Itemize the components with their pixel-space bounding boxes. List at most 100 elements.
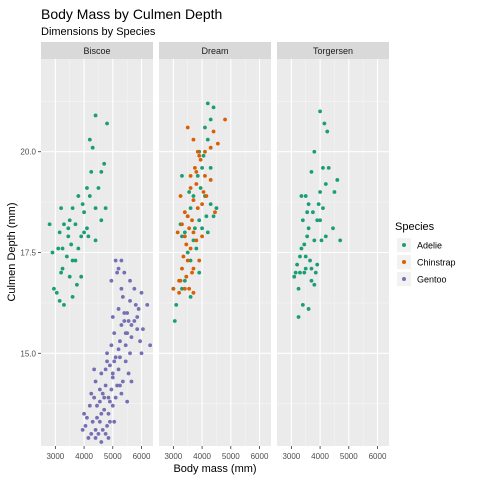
data-point-adelie <box>75 282 79 287</box>
data-point-adelie <box>305 210 310 215</box>
data-point-gentoo <box>112 359 117 364</box>
data-point-gentoo <box>119 323 124 327</box>
legend-key-gentoo <box>402 277 406 281</box>
data-point-gentoo <box>103 383 108 388</box>
data-point-chinstrap <box>197 258 202 263</box>
data-point-adelie <box>66 226 71 231</box>
data-point-adelie <box>102 161 107 166</box>
data-point-adelie <box>93 206 98 211</box>
legend-key-adelie <box>402 243 406 247</box>
data-point-gentoo <box>105 423 109 428</box>
data-point-adelie <box>201 153 206 158</box>
data-point-chinstrap <box>182 234 187 239</box>
data-point-adelie <box>300 303 305 307</box>
data-point-adelie <box>208 165 213 170</box>
data-point-adelie <box>338 238 343 243</box>
data-point-gentoo <box>108 419 112 424</box>
data-point-chinstrap <box>191 198 196 202</box>
legend-label-gentoo: Gentoo <box>417 275 447 285</box>
data-point-chinstrap <box>185 214 190 219</box>
data-point-adelie <box>303 254 308 259</box>
data-point-gentoo <box>106 411 111 416</box>
data-point-adelie <box>47 222 52 227</box>
x-tick-label: 6000 <box>133 452 151 461</box>
data-point-adelie <box>191 194 196 198</box>
data-point-adelie <box>214 206 219 211</box>
data-point-gentoo <box>118 383 122 388</box>
data-point-chinstrap <box>184 274 189 279</box>
data-point-adelie <box>323 234 328 239</box>
data-point-gentoo <box>129 323 134 327</box>
data-point-adelie <box>197 218 202 223</box>
data-point-adelie <box>306 202 311 207</box>
legend-title: Species <box>395 221 435 233</box>
data-point-adelie <box>296 315 301 319</box>
data-point-chinstrap <box>191 290 196 295</box>
data-point-chinstrap <box>182 286 187 291</box>
data-point-adelie <box>79 274 84 279</box>
data-point-gentoo <box>119 258 124 263</box>
data-point-adelie <box>87 194 92 198</box>
legend-key-chinstrap <box>402 260 406 264</box>
x-tick-label: 5000 <box>340 452 358 461</box>
data-point-gentoo <box>82 411 86 416</box>
data-point-gentoo <box>89 432 94 436</box>
chart-subtitle: Dimensions by Species <box>41 26 156 38</box>
data-point-adelie <box>70 258 75 263</box>
data-point-gentoo <box>125 399 130 404</box>
facet-label-torgersen: Torgersen <box>313 46 353 56</box>
data-point-adelie <box>200 165 204 170</box>
data-point-chinstrap <box>185 125 190 130</box>
data-point-chinstrap <box>187 286 192 291</box>
data-point-adelie <box>85 226 89 231</box>
data-point-gentoo <box>123 331 128 336</box>
data-point-adelie <box>298 254 302 259</box>
data-point-adelie <box>208 202 213 207</box>
data-point-gentoo <box>122 319 127 323</box>
y-tick-label: 20.0 <box>20 148 36 157</box>
data-point-gentoo <box>128 298 132 303</box>
data-point-gentoo <box>110 375 115 380</box>
data-point-adelie <box>205 101 210 106</box>
data-point-adelie <box>187 190 192 194</box>
data-point-chinstrap <box>204 194 209 198</box>
data-point-chinstrap <box>200 234 204 239</box>
data-point-adelie <box>70 294 75 299</box>
x-tick-label: 4000 <box>311 452 329 461</box>
data-point-gentoo <box>129 335 134 340</box>
data-point-gentoo <box>123 359 128 364</box>
data-point-adelie <box>198 186 203 190</box>
data-point-gentoo <box>125 311 130 315</box>
data-point-chinstrap <box>195 206 200 211</box>
data-point-chinstrap <box>171 286 176 291</box>
data-point-gentoo <box>99 371 104 376</box>
data-point-adelie <box>191 238 196 243</box>
data-point-adelie <box>296 286 301 291</box>
data-point-adelie <box>203 125 207 130</box>
data-point-gentoo <box>112 419 117 424</box>
data-point-gentoo <box>123 343 128 348</box>
facet-label-biscoe: Biscoe <box>83 46 110 56</box>
data-point-adelie <box>315 218 320 223</box>
data-point-adelie <box>67 274 72 279</box>
data-point-adelie <box>80 202 85 207</box>
x-tick-label: 5000 <box>104 452 122 461</box>
data-point-adelie <box>180 234 184 239</box>
data-point-gentoo <box>126 319 131 323</box>
data-point-gentoo <box>100 427 105 432</box>
data-point-gentoo <box>93 436 98 440</box>
data-point-adelie <box>312 238 317 243</box>
data-point-adelie <box>326 165 331 170</box>
data-point-adelie <box>69 242 74 247</box>
data-point-adelie <box>59 270 63 275</box>
data-point-gentoo <box>100 391 105 396</box>
data-point-chinstrap <box>184 242 189 247</box>
data-point-adelie <box>309 278 314 283</box>
data-point-chinstrap <box>187 226 192 231</box>
data-point-adelie <box>54 290 59 295</box>
data-point-chinstrap <box>178 194 183 198</box>
data-point-adelie <box>188 294 193 299</box>
data-point-adelie <box>188 206 193 211</box>
data-point-gentoo <box>141 327 145 331</box>
